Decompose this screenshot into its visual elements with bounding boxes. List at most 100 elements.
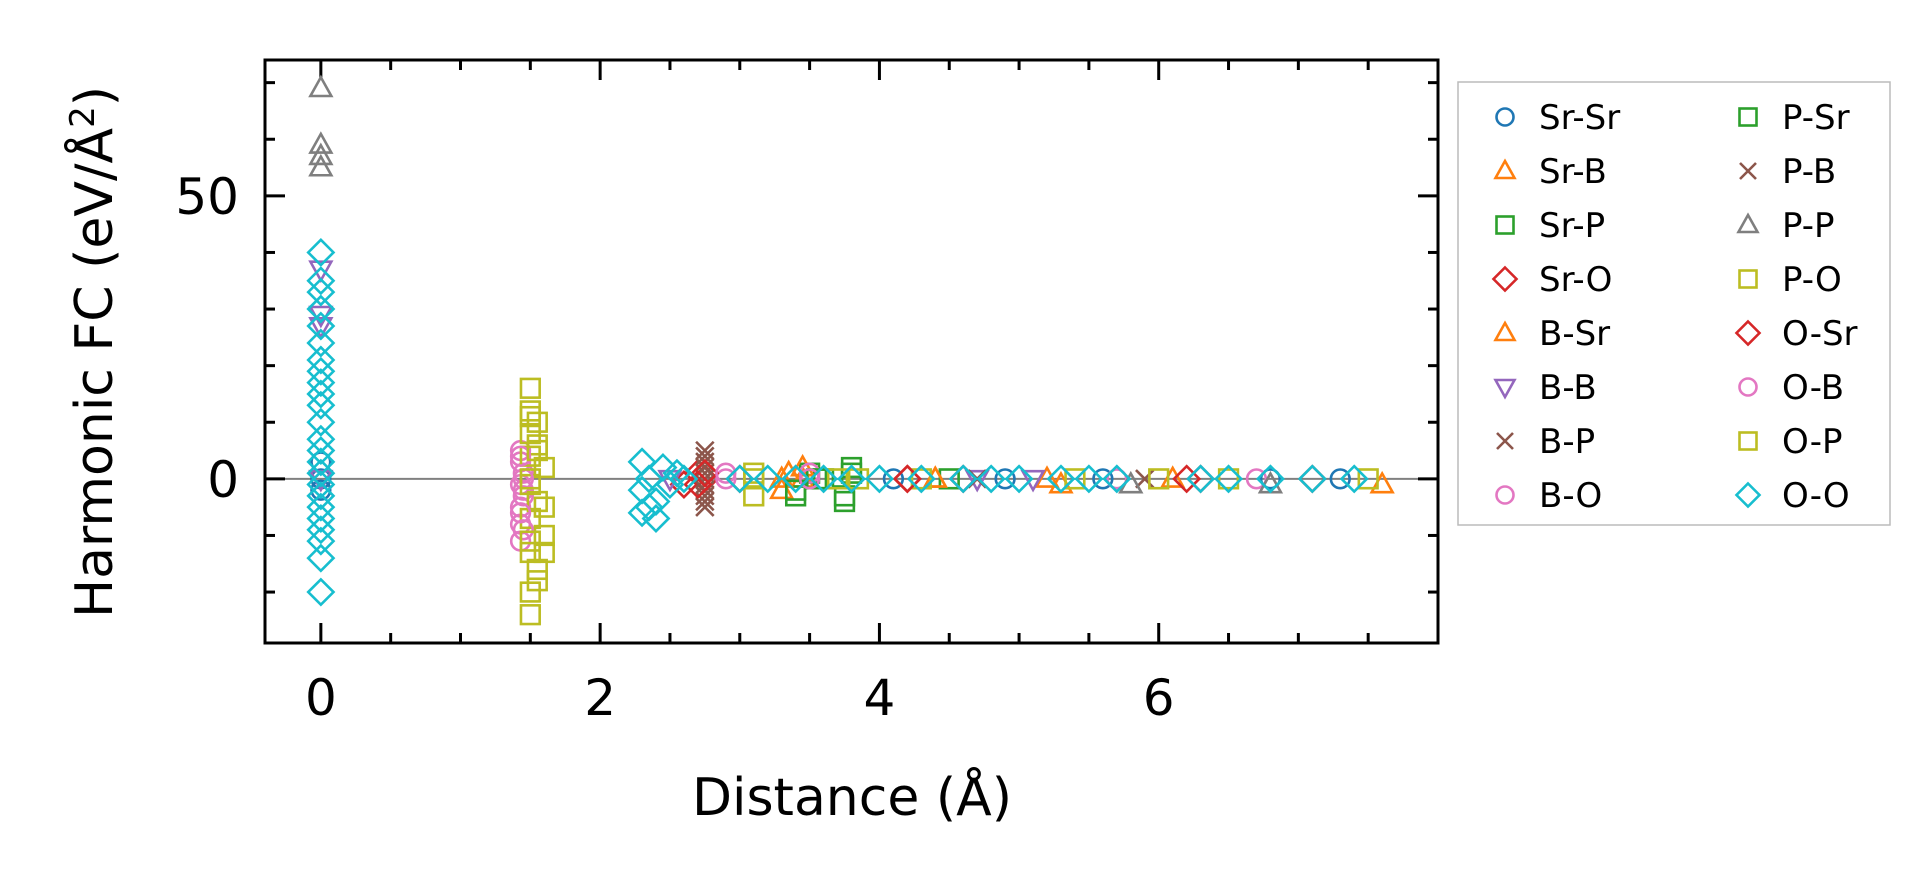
legend-marker-o-b (1738, 377, 1758, 397)
legend-label-b-p: B-P (1539, 422, 1595, 462)
axes-layer: 0 2 4 6 0 50 (175, 60, 1440, 727)
point-b-o (1106, 468, 1128, 490)
point-b-o (715, 468, 737, 490)
point-o-o (1074, 464, 1104, 494)
point-o-p (519, 468, 541, 490)
point-o-o (634, 492, 664, 522)
legend-label-p-p: P-P (1782, 206, 1835, 246)
point-o-o (306, 447, 336, 477)
point-sr-sr (882, 468, 905, 490)
point-sr-p (833, 490, 856, 513)
point-o-o (781, 464, 811, 494)
legend-label-sr-p: Sr-P (1539, 206, 1605, 246)
point-o-o (306, 379, 336, 409)
legend-label-o-sr: O-Sr (1782, 314, 1858, 354)
points-layer (306, 74, 1395, 626)
legend-marker-p-o (1738, 269, 1758, 289)
point-o-o (306, 543, 336, 573)
point-o-o (306, 311, 336, 341)
point-b-o (798, 462, 821, 484)
plot-frame (263, 58, 1440, 645)
point-o-o (306, 526, 336, 556)
point-p-p (308, 142, 334, 166)
y-axis-title-close: ) (65, 86, 125, 106)
point-sr-sr (1259, 468, 1282, 490)
legend-label-p-o: P-O (1782, 260, 1842, 300)
point-p-o (533, 456, 555, 479)
point-o-o (641, 503, 671, 533)
point-o-o (306, 492, 336, 522)
point-o-o (1186, 464, 1216, 494)
point-o-p (526, 439, 548, 462)
point-p-o (519, 604, 541, 626)
y-tick-label: 0 (207, 451, 239, 509)
point-o-sr (690, 458, 720, 488)
legend-marker-p-sr (1738, 107, 1758, 127)
point-o-o (1046, 464, 1076, 494)
x-tick-label: 0 (305, 669, 337, 727)
point-o-sr (892, 464, 922, 494)
point-b-sr (769, 465, 795, 488)
point-p-p (308, 131, 334, 154)
legend-label-b-o: B-O (1539, 476, 1602, 516)
point-p-p (1118, 470, 1144, 494)
point-o-o (306, 368, 336, 398)
legend-label-sr-sr: Sr-Sr (1539, 98, 1620, 138)
point-o-o (306, 294, 336, 324)
x-axis-title: Distance (Å) (692, 766, 1012, 828)
point-o-o (306, 328, 336, 358)
point-o-o (948, 464, 978, 494)
legend-marker-b-o (1495, 485, 1515, 505)
point-sr-sr (994, 468, 1016, 490)
legend-marker-p-p (1736, 212, 1760, 234)
legend-marker-o-o (1734, 481, 1762, 509)
point-p-o (519, 422, 541, 445)
y-axis-title-sup: 2 (63, 106, 103, 128)
point-o-o (306, 237, 336, 267)
point-o-o (976, 464, 1006, 494)
point-o-o (1004, 464, 1034, 494)
point-p-o (519, 445, 541, 467)
legend-marker-sr-sr (1495, 107, 1515, 127)
legend-label-b-b: B-B (1539, 368, 1597, 408)
point-o-o (1255, 464, 1285, 494)
point-o-o (864, 464, 894, 494)
x-tick-label: 4 (864, 669, 896, 727)
legend: Sr-Sr Sr-B Sr-P Sr-O B-Sr B-B B-P B-O P-Sr P-B P-P… (1457, 81, 1891, 526)
legend-marker-o-sr (1734, 319, 1762, 347)
legend-label-sr-b: Sr-B (1539, 152, 1607, 192)
legend-label-o-o: O-O (1782, 476, 1850, 516)
point-b-sr (789, 453, 816, 477)
point-sr-sr (310, 479, 332, 501)
x-tick-label: 2 (584, 669, 616, 727)
point-o-o (906, 464, 936, 494)
legend-label-b-sr: B-Sr (1539, 314, 1610, 354)
point-o-b (512, 519, 534, 541)
point-o-o (306, 277, 336, 307)
point-p-o (1357, 468, 1379, 490)
point-o-sr (683, 470, 713, 500)
legend-marker-b-sr (1493, 320, 1517, 342)
point-o-b (798, 468, 821, 490)
point-p-sr (840, 462, 863, 484)
point-p-o (526, 558, 548, 581)
legend-label-p-b: P-B (1782, 152, 1836, 192)
point-p-o (533, 524, 555, 547)
point-p-o (1064, 468, 1086, 490)
point-b-o (512, 479, 534, 501)
point-o-o (306, 407, 336, 437)
point-p-p (308, 74, 334, 98)
point-p-o (526, 490, 548, 513)
point-sr-b (1034, 465, 1060, 488)
point-o-o (306, 503, 336, 533)
point-p-sr (833, 485, 856, 507)
point-o-p (743, 468, 765, 490)
point-b-b (964, 469, 990, 493)
legend-marker-sr-b (1493, 158, 1517, 180)
y-axis-title: Harmonic FC (eV/Å2) (63, 86, 125, 618)
point-sr-sr (1092, 468, 1114, 490)
legend-frame (1457, 81, 1891, 526)
point-o-o (627, 447, 657, 477)
point-sr-p (784, 485, 807, 507)
point-b-b (308, 260, 334, 284)
